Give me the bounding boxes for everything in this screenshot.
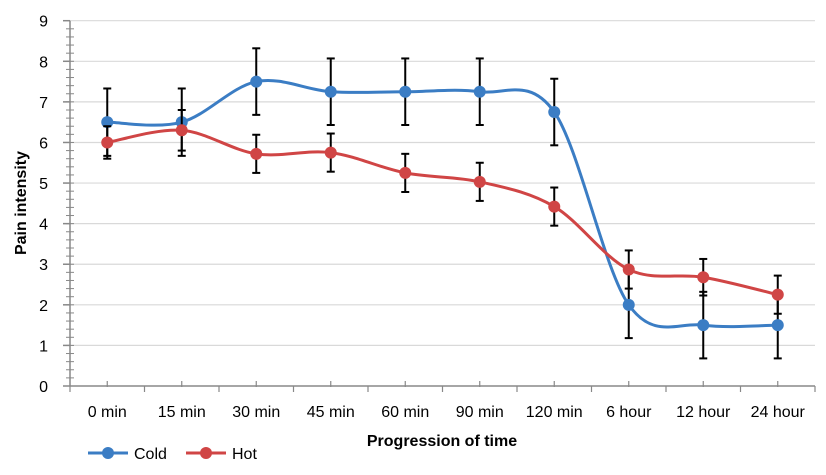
data-point <box>622 298 635 311</box>
data-point <box>399 166 412 179</box>
gridlines <box>70 20 815 347</box>
legend-label: Cold <box>134 446 167 463</box>
y-tick-label: 3 <box>39 257 48 274</box>
x-tick-label: 15 min <box>158 404 206 421</box>
legend-marker <box>102 447 114 459</box>
data-point <box>473 85 486 98</box>
data-point <box>101 136 114 149</box>
data-point <box>250 75 263 88</box>
data-point <box>473 175 486 188</box>
x-tick-label: 6 hour <box>606 404 652 421</box>
x-axis-label: Progression of time <box>367 433 517 450</box>
x-tick-label: 45 min <box>307 404 355 421</box>
data-point <box>697 271 710 284</box>
x-tick-label: 0 min <box>88 404 127 421</box>
data-point <box>324 146 337 159</box>
y-tick-label: 4 <box>39 217 48 234</box>
y-tick-label: 1 <box>39 338 48 355</box>
series-hot <box>101 108 784 315</box>
series-layer <box>101 47 784 360</box>
x-tick-label: 120 min <box>526 404 583 421</box>
series-cold <box>101 47 784 360</box>
y-tick-label: 2 <box>39 298 48 315</box>
data-point <box>324 85 337 98</box>
x-tick-label: 12 hour <box>676 404 731 421</box>
x-tick-label: 24 hour <box>751 404 806 421</box>
data-point <box>101 116 114 129</box>
y-tick-label: 6 <box>39 135 48 152</box>
data-point <box>771 319 784 332</box>
y-tick-label: 7 <box>39 95 48 112</box>
legend-marker <box>200 447 212 459</box>
data-point <box>548 200 561 213</box>
legend: Cold Hot <box>88 446 257 463</box>
data-point <box>697 319 710 332</box>
x-tick-label: 90 min <box>456 404 504 421</box>
y-tick-label: 0 <box>39 379 48 396</box>
data-point <box>399 85 412 98</box>
y-axis-label: Pain intensity <box>13 151 30 255</box>
data-point <box>548 106 561 119</box>
x-tick-label: 60 min <box>381 404 429 421</box>
y-tick-label: 8 <box>39 54 48 71</box>
legend-label: Hot <box>232 446 257 463</box>
x-tick-label: 30 min <box>232 404 280 421</box>
y-tick-label: 9 <box>39 14 48 31</box>
series-line <box>106 128 779 297</box>
series-line <box>107 79 778 329</box>
data-point <box>771 288 784 301</box>
data-point <box>250 147 263 160</box>
data-point <box>175 124 188 137</box>
data-point <box>622 263 635 276</box>
y-tick-label: 5 <box>39 176 48 193</box>
